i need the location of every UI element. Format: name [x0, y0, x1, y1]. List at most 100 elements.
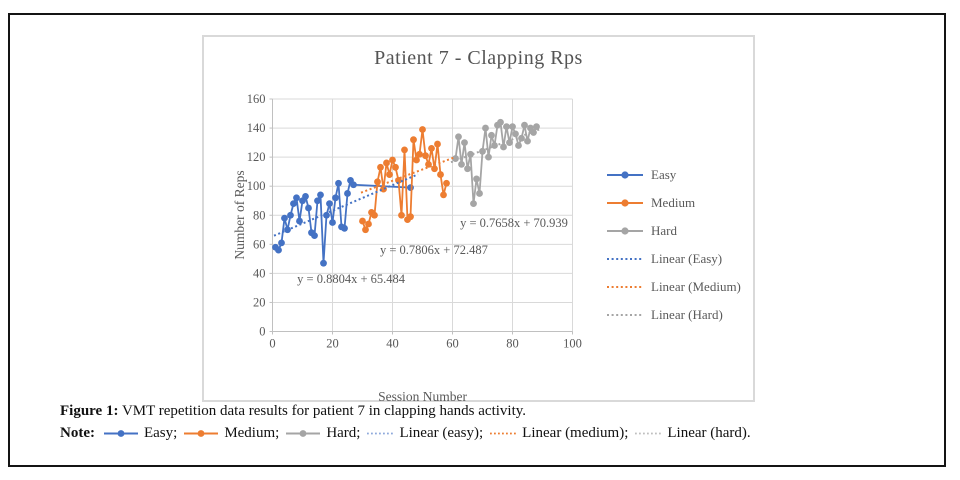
- x-tick-label: 80: [506, 337, 519, 351]
- data-point: [407, 213, 414, 221]
- legend-dotted-line-icon: [607, 314, 643, 316]
- legend-item-linear---hard-: Linear (Hard): [606, 301, 741, 329]
- data-point: [419, 126, 426, 133]
- legend-label: Medium: [651, 195, 696, 210]
- y-tick-label: 120: [247, 150, 266, 164]
- data-point: [422, 152, 429, 160]
- x-tick-label: 20: [326, 337, 339, 351]
- figure-frame: Patient 7 - Clapping Rps 0 20 40 60 80 100 120…: [8, 13, 946, 467]
- note-item-label: Linear (hard).: [667, 425, 751, 441]
- trendline-equation: y = 0.8804x + 65.484: [297, 272, 406, 286]
- data-point: [461, 139, 468, 146]
- data-point: [341, 224, 348, 232]
- legend-label: Linear (Medium): [651, 279, 741, 294]
- legend-line-marker-icon: [607, 171, 643, 179]
- note-dotted-line-icon: [367, 432, 394, 435]
- data-point: [410, 136, 417, 144]
- data-point: [398, 211, 405, 219]
- data-point: [440, 191, 447, 199]
- legend-label: Easy: [651, 167, 677, 182]
- note-line-marker-icon: [286, 430, 321, 437]
- data-point: [407, 184, 414, 192]
- legend-item-hard: Hard: [606, 217, 741, 245]
- y-tick-label: 140: [247, 121, 266, 135]
- legend-label: Linear (Easy): [651, 251, 723, 266]
- x-tick-label: 40: [386, 337, 399, 351]
- data-point: [464, 165, 471, 173]
- y-tick-label: 160: [247, 92, 266, 106]
- data-point: [512, 130, 519, 138]
- data-point: [287, 211, 294, 219]
- legend-item-medium: Medium: [606, 189, 741, 217]
- note-item-label: Easy;: [143, 425, 178, 441]
- data-point: [386, 171, 393, 178]
- data-point: [365, 220, 372, 228]
- data-point: [401, 146, 408, 154]
- trendline-linear--medium-: y = 0.7806x + 72.487: [360, 156, 488, 257]
- legend-line-marker-icon: [607, 227, 643, 235]
- trendline-equation: y = 0.7658x + 70.939: [460, 216, 568, 230]
- data-point: [443, 179, 450, 187]
- data-point: [377, 163, 384, 171]
- data-point: [455, 133, 462, 141]
- data-point: [317, 191, 324, 199]
- x-tick-label: 100: [563, 337, 582, 351]
- data-point: [497, 118, 504, 126]
- trendline-equation: y = 0.7806x + 72.487: [380, 243, 488, 257]
- data-point: [416, 150, 423, 158]
- note-item-medium-: Medium;: [183, 425, 279, 442]
- data-point: [503, 123, 510, 131]
- data-point: [311, 232, 318, 239]
- data-point: [431, 165, 438, 173]
- y-tick-label: 40: [253, 266, 266, 280]
- data-point: [362, 226, 369, 234]
- y-tick-label: 80: [253, 208, 266, 222]
- series-easy: [272, 176, 414, 267]
- data-point: [320, 259, 327, 267]
- legend-dotted-line-icon: [607, 258, 643, 260]
- legend-line-marker-icon: [607, 199, 643, 207]
- chart-title: Patient 7 - Clapping Rps: [374, 47, 583, 69]
- chart-legend: Easy Medium Hard Linear (Easy) Linear (Mediu…: [606, 161, 741, 329]
- data-point: [344, 190, 351, 197]
- data-point: [275, 246, 282, 254]
- data-point: [359, 217, 366, 225]
- data-point: [392, 163, 399, 171]
- data-point: [428, 145, 435, 152]
- data-point: [335, 179, 342, 187]
- data-point: [293, 194, 300, 202]
- trendline-linear--hard-: y = 0.7658x + 70.939: [450, 127, 568, 230]
- note-item-label: Hard;: [326, 425, 361, 441]
- y-axis-title: Number of Reps: [232, 170, 247, 260]
- y-tick-label: 20: [253, 295, 266, 309]
- data-point: [305, 204, 312, 212]
- data-point: [374, 178, 381, 186]
- y-tick-label: 100: [247, 179, 266, 193]
- data-point: [476, 190, 483, 197]
- note-item-linear--medium--: Linear (medium);: [489, 425, 628, 442]
- note-item-label: Linear (easy);: [399, 425, 484, 441]
- note-item-label: Linear (medium);: [522, 425, 629, 441]
- data-point: [533, 123, 540, 131]
- data-point: [437, 171, 444, 178]
- note-item-label: Medium;: [224, 425, 280, 441]
- data-point: [329, 219, 336, 226]
- chart-container: Patient 7 - Clapping Rps 0 20 40 60 80 100 120…: [202, 35, 755, 404]
- note-item-easy-: Easy;: [103, 425, 177, 442]
- series-hard: [452, 118, 540, 208]
- data-point: [326, 200, 333, 208]
- note-line-marker-icon: [184, 430, 219, 437]
- note-item-linear--easy--: Linear (easy);: [366, 425, 483, 442]
- x-axis-title: Session Number: [378, 389, 467, 404]
- data-point: [509, 123, 516, 131]
- figure-caption-label: Figure 1:: [60, 403, 119, 419]
- data-point: [290, 200, 297, 208]
- legend-label: Hard: [651, 223, 677, 238]
- data-point: [323, 211, 330, 219]
- figure-caption-text: VMT repetition data results for patient …: [118, 403, 527, 419]
- note-item-linear--hard--: Linear (hard).: [634, 425, 751, 442]
- data-point: [485, 153, 492, 161]
- note-item-hard-: Hard;: [285, 425, 360, 442]
- data-point: [518, 134, 525, 142]
- note-dotted-line-icon: [490, 432, 517, 435]
